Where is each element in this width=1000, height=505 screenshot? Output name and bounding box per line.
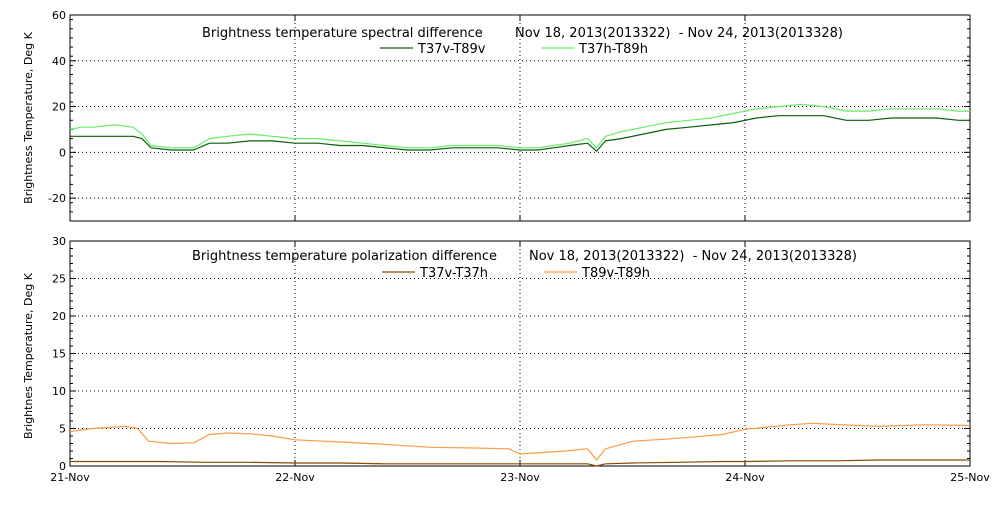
x-axis-tick-labels: 21-Nov 22-Nov 23-Nov 24-Nov 25-Nov bbox=[50, 471, 990, 484]
series-line-t37v-t37h bbox=[70, 459, 970, 467]
series-line-t37v-t89v bbox=[70, 115, 970, 152]
y-tick-label: 40 bbox=[52, 55, 66, 68]
polarization-y-ticks: 0 5 10 15 20 25 30 bbox=[52, 235, 971, 473]
x-tick-label: 22-Nov bbox=[275, 471, 315, 484]
y-tick-label: 10 bbox=[52, 385, 66, 398]
y-tick-label: 5 bbox=[59, 423, 66, 436]
polarization-grid bbox=[70, 241, 970, 466]
series-line-t89v-t89h bbox=[69, 422, 971, 461]
y-tick-label: 20 bbox=[52, 310, 66, 323]
x-tick-label: 23-Nov bbox=[500, 471, 540, 484]
polarization-title: Brightness temperature polarization diff… bbox=[192, 249, 497, 264]
legend-label-t37v-t89v: T37v-T89v bbox=[417, 42, 486, 57]
spectral-date-range: Nov 18, 2013(2013322) - Nov 24, 2013(201… bbox=[515, 26, 843, 41]
x-tick-label: 24-Nov bbox=[725, 471, 765, 484]
series-line-t37h-t89h bbox=[69, 103, 970, 149]
x-tick-label: 25-Nov bbox=[950, 471, 990, 484]
polarization-date-range: Nov 18, 2013(2013322) - Nov 24, 2013(201… bbox=[529, 249, 857, 264]
polarization-series bbox=[69, 422, 971, 467]
legend-label-t37h-t89h: T37h-T89h bbox=[578, 42, 648, 57]
y-tick-label: -20 bbox=[48, 192, 66, 205]
y-tick-label: 0 bbox=[59, 146, 66, 159]
x-tick-label: 21-Nov bbox=[50, 471, 90, 484]
y-tick-label: 20 bbox=[52, 101, 66, 114]
y-tick-label: 15 bbox=[52, 348, 66, 361]
y-tick-label: 25 bbox=[52, 273, 66, 286]
spectral-y-ticks: -20 0 20 40 60 bbox=[48, 9, 971, 222]
y-tick-label: 30 bbox=[52, 235, 66, 248]
polarization-y-axis-label: Brightnes Temperature, Deg K bbox=[22, 272, 35, 439]
y-tick-label: 0 bbox=[59, 460, 66, 473]
spectral-panel: -20 0 20 40 60 Brightness temperature spectr… bbox=[22, 9, 971, 222]
y-tick-label: 60 bbox=[52, 9, 66, 22]
spectral-series bbox=[69, 103, 970, 152]
legend-label-t89v-t89h: T89v-T89h bbox=[581, 266, 650, 281]
polarization-panel: 0 5 10 15 20 25 30 Brightness temperature pola… bbox=[22, 235, 971, 473]
legend-label-t37v-t37h: T37v-T37h bbox=[419, 266, 488, 281]
spectral-y-axis-label: Brightness Temperature, Deg K bbox=[22, 31, 35, 203]
spectral-title: Brightness temperature spectral differen… bbox=[202, 26, 483, 41]
